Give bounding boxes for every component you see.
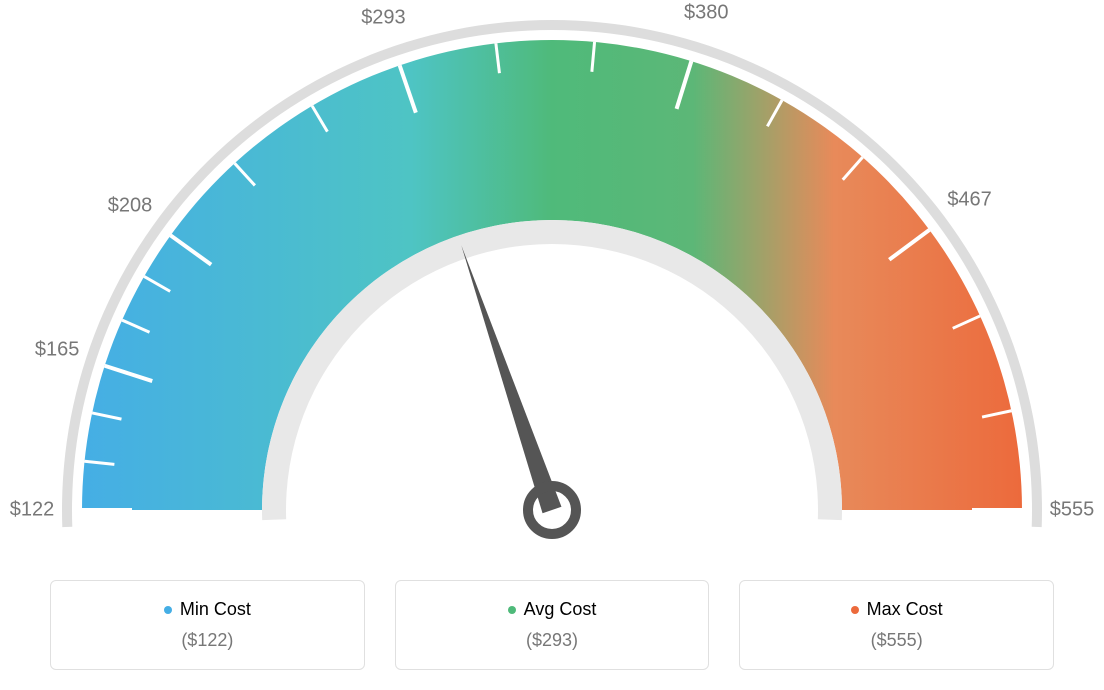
legend-card-max: Max Cost ($555) [739, 580, 1054, 670]
tick-label: $293 [361, 7, 406, 30]
tick-label: $380 [684, 2, 729, 25]
legend-dot-avg [508, 606, 516, 614]
legend-row: Min Cost ($122) Avg Cost ($293) Max Cost… [0, 580, 1104, 670]
tick-label: $467 [947, 189, 992, 212]
legend-dot-max [851, 606, 859, 614]
legend-dot-min [164, 606, 172, 614]
legend-label-min: Min Cost [164, 599, 251, 620]
legend-text-avg: Avg Cost [524, 599, 597, 620]
legend-label-avg: Avg Cost [508, 599, 597, 620]
legend-text-min: Min Cost [180, 599, 251, 620]
legend-value-max: ($555) [760, 630, 1033, 651]
gauge-chart: $122 $165 $208 $293 $380 $467 $555 [0, 0, 1104, 560]
tick-label: $165 [35, 339, 80, 362]
legend-value-min: ($122) [71, 630, 344, 651]
legend-text-max: Max Cost [867, 599, 943, 620]
gauge-svg [0, 0, 1104, 560]
tick-label: $208 [108, 195, 153, 218]
legend-value-avg: ($293) [416, 630, 689, 651]
legend-card-avg: Avg Cost ($293) [395, 580, 710, 670]
legend-card-min: Min Cost ($122) [50, 580, 365, 670]
tick-label: $122 [10, 499, 55, 522]
tick-label: $555 [1050, 499, 1095, 522]
legend-label-max: Max Cost [851, 599, 943, 620]
